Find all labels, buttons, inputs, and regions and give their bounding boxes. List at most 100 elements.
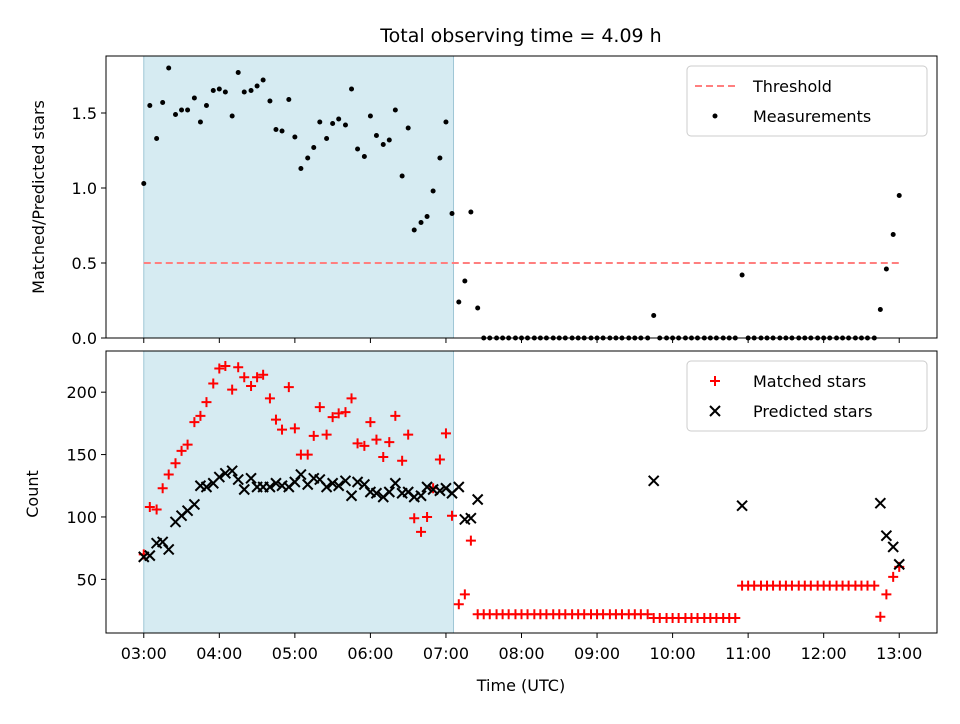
x-tick-label: 12:00 [801,644,847,663]
data-point [342,122,348,128]
data-point [392,107,398,113]
data-point [229,113,235,119]
data-point [289,476,301,488]
data-point [162,543,175,556]
data-point [421,481,433,493]
data-point [468,209,474,215]
data-point [390,410,401,421]
data-point [147,103,153,108]
data-point [416,526,427,537]
data-point [453,481,465,493]
data-point [264,393,275,404]
data-point [411,227,417,233]
data-point [340,407,351,418]
x-tick-label: 04:00 [196,644,242,663]
data-point [403,429,414,440]
legend: Threshold Measurements [686,65,928,137]
data-point [397,455,408,466]
data-point [326,477,339,489]
data-point [144,501,155,512]
data-point [270,477,282,489]
data-point [373,133,379,138]
data-point [409,513,420,524]
chart-title: Total observing time = 4.09 h [379,25,661,47]
data-point [346,393,357,404]
data-point [349,86,355,92]
data-point [880,529,893,542]
data-point [314,402,325,413]
data-point [430,188,436,194]
data-point [195,410,206,421]
data-point [260,77,266,83]
data-point [896,193,902,198]
data-point [361,154,367,159]
data-point [214,363,225,374]
data-point [424,214,430,219]
data-point [252,372,263,383]
x-tick-label: 09:00 [574,644,620,663]
legend-label: Predicted stars [753,402,873,421]
data-point [289,423,300,434]
data-point [378,452,389,463]
data-point [339,475,352,487]
data-point [874,497,887,509]
data-point [273,127,279,132]
data-point [462,278,468,284]
data-point [277,424,288,435]
data-point [151,504,162,515]
data-point [163,469,174,480]
data-point [191,95,197,101]
data-point [176,445,187,456]
data-point [380,142,386,147]
data-point [465,512,477,524]
data-point [330,121,336,126]
data-point [893,558,905,571]
y-tick-label: 0.5 [72,254,97,273]
data-point [185,107,191,113]
data-point [449,211,455,216]
data-point [160,100,166,105]
data-point [383,486,396,498]
data-point [200,481,213,493]
data-point [226,465,238,477]
x-tick-label: 08:00 [498,644,544,663]
data-point [157,483,168,494]
data-point [352,438,363,449]
data-point [219,467,232,479]
data-point [647,475,660,487]
data-point [869,580,880,591]
data-point [295,468,307,481]
data-point [890,232,896,237]
data-point [345,490,358,502]
data-point [144,549,156,562]
y-tick-label: 1.5 [72,104,97,123]
data-point [358,478,371,491]
x-tick-label: 13:00 [876,644,922,663]
data-point [239,372,250,383]
data-point [332,480,345,492]
data-point [298,166,304,171]
data-point [302,449,313,460]
data-point [422,511,433,522]
data-point [321,429,332,440]
data-point [216,86,222,92]
data-point [189,417,200,428]
y-tick-label: 200 [66,383,97,402]
data-point [210,88,216,93]
data-point [317,119,323,125]
data-point [642,609,653,620]
data-point [736,500,748,512]
x-tick-label: 05:00 [272,644,318,663]
data-point [264,481,276,493]
data-point [651,313,657,318]
data-point [881,589,892,600]
legend-dot-marker [712,113,718,119]
y-axis-label-ratio: Matched/Predicted stars [29,100,48,294]
data-point [883,266,889,272]
y-tick-label: 1.0 [72,179,97,198]
data-point [233,362,244,373]
data-point [389,477,402,489]
data-point [283,382,294,393]
data-point [222,89,228,95]
data-point [370,487,383,499]
